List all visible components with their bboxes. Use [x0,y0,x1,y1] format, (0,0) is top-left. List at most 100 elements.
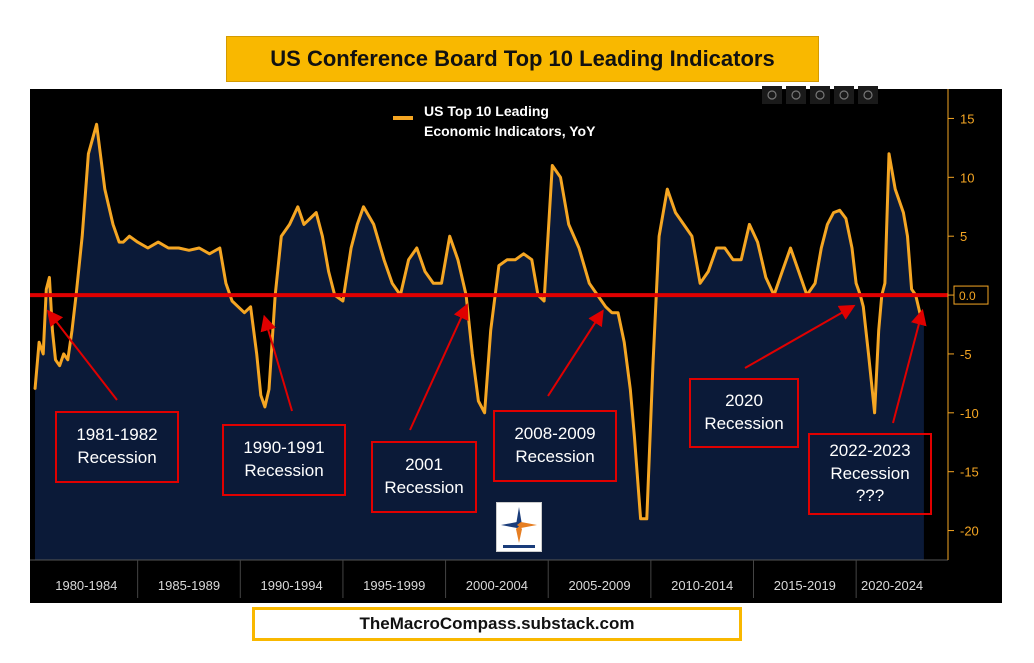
data-point [440,282,443,285]
annotation-line: 1990-1991 [243,438,325,458]
annotation-arrow [744,304,856,369]
data-point [219,247,221,249]
data-point [407,258,410,261]
data-point [118,241,120,243]
data-point [237,306,239,308]
data-point [851,247,853,249]
data-point [67,359,69,361]
data-point [104,188,106,190]
x-tick-label: 2015-2019 [774,578,836,593]
data-point [923,323,925,326]
data-point [674,211,677,214]
x-tick-label: 1980-1984 [55,578,117,593]
notes-icon[interactable] [834,86,854,104]
data-point [309,217,311,220]
annotation-line: Recession [515,447,595,466]
notes-icon-bg [834,86,854,104]
search-icon-bg [858,86,878,104]
data-point [862,306,865,308]
data-point [578,247,580,249]
trash-icon-glyph [815,90,825,100]
annotation-2008-2009: 2008-2009 Recession [493,410,617,482]
data-point [838,209,841,212]
data-point [34,388,36,391]
data-point [383,258,385,261]
annotation-line: Recession [830,463,910,483]
chart-toolbar[interactable] [762,86,878,104]
data-point [122,241,125,243]
data-point [845,217,847,220]
y-axis: 15 10 5 -5 -10 -15 -20 0.0 [947,89,989,560]
annotation-arrow [260,314,293,412]
data-point [617,311,619,314]
data-point [623,341,625,344]
data-point [551,164,554,167]
data-point [136,241,139,243]
data-point [71,329,73,332]
data-point [629,388,632,391]
trash-icon-bg [810,86,830,104]
data-point [448,235,451,237]
annotation-arrow [892,308,927,424]
data-point [416,247,418,249]
data-point [826,223,829,226]
y-tick-label: -5 [960,347,972,362]
data-point [732,258,734,261]
data-point [756,241,759,243]
annotation-2001: 2001 Recession [371,441,477,513]
data-point [867,353,870,355]
source-footer[interactable]: TheMacroCompass.substack.com [252,607,742,641]
annotation-1981-1982: 1981-1982 Recession [55,411,179,483]
x-tick-label: 2000-2004 [466,578,528,593]
annotation-arrow [547,309,604,397]
y-tick-label: -10 [960,406,979,421]
data-point [789,247,792,249]
data-point [483,412,486,414]
data-point [898,200,901,202]
annotation-arrow [46,309,118,401]
data-point [432,282,435,285]
annotation-2020: 2020 Recession [689,378,799,448]
y-axis-panel [948,89,1002,603]
data-point [506,258,509,261]
data-point [781,270,783,273]
data-point [724,247,726,249]
pencil-icon[interactable] [786,86,806,104]
data-point [765,276,767,279]
data-point [95,123,98,126]
series-area [35,124,924,561]
data-point [243,311,246,314]
data-point [919,311,921,314]
crosshair-icon-glyph [767,90,777,100]
chart-title: US Conference Board Top 10 Leading Indic… [226,36,819,82]
data-point [588,282,591,285]
data-point [48,276,51,279]
annotation-2022-2023: 2022-2023 Recession ??? [808,433,932,515]
y-tick-label: 15 [960,111,974,126]
x-tick-label: 2010-2014 [671,578,733,593]
crosshair-icon-bg [762,86,782,104]
data-point [350,247,352,249]
data-point [902,211,905,214]
search-icon[interactable] [858,86,878,104]
crosshair-icon[interactable] [762,86,782,104]
data-point [514,258,517,261]
data-point [255,353,258,355]
data-point [424,270,426,273]
data-point [658,235,660,237]
data-point [225,282,227,285]
zero-label: 0.0 [959,289,976,303]
data-point [157,241,159,243]
x-tick-label: 1985-1989 [158,578,220,593]
annotation-line: Recession [244,461,324,480]
data-point [666,188,669,190]
data-point [707,270,710,273]
annotation-line: Recession [384,478,464,497]
trash-icon[interactable] [810,86,830,104]
data-point [489,329,492,332]
data-point [147,247,149,249]
data-point [112,223,114,226]
data-point [884,282,886,285]
annotation-line: ??? [855,486,885,506]
data-point [42,353,44,355]
